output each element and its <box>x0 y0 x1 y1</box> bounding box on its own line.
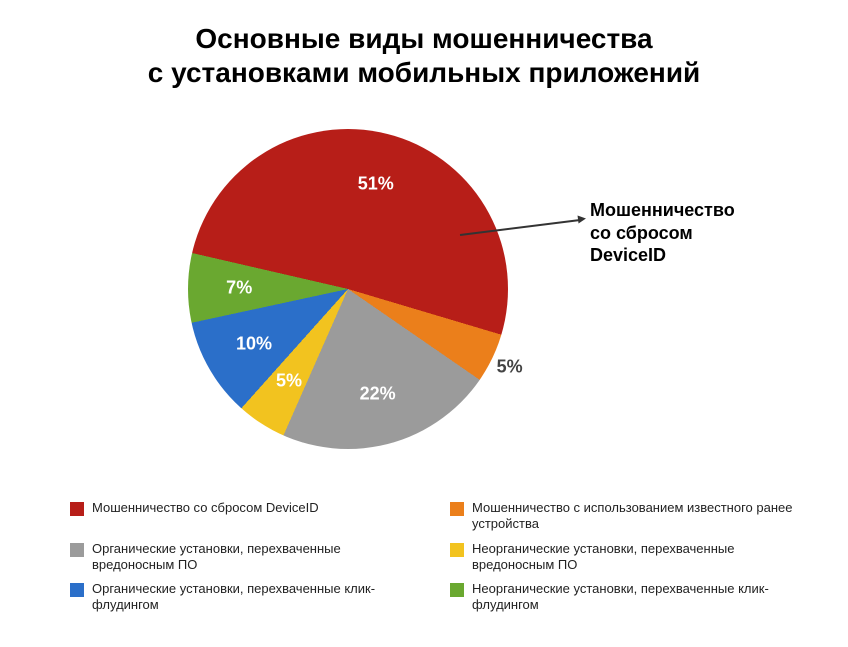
callout-text: Мошенничествосо сбросомDeviceID <box>590 199 735 267</box>
legend-item-4: Органические установки, перехваченные кл… <box>70 581 420 614</box>
slice-pct-3: 5% <box>276 370 302 391</box>
callout-l3: DeviceID <box>590 244 735 267</box>
slice-pct-5: 7% <box>226 278 252 299</box>
legend-label-0: Мошенничество со сбросом DeviceID <box>92 500 319 516</box>
legend-label-1: Мошенничество с использованием известног… <box>472 500 800 533</box>
legend-label-4: Органические установки, перехваченные кл… <box>92 581 420 614</box>
slice-pct-2: 22% <box>360 383 396 404</box>
chart-title: Основные виды мошенничества с установкам… <box>0 0 848 89</box>
chart-title-line1: Основные виды мошенничества <box>0 22 848 56</box>
legend-swatch-0 <box>70 502 84 516</box>
slice-pct-4: 10% <box>236 333 272 354</box>
callout-l1: Мошенничество <box>590 199 735 222</box>
legend-label-3: Неорганические установки, перехваченные … <box>472 541 800 574</box>
slice-pct-0: 51% <box>358 173 394 194</box>
legend-swatch-3 <box>450 543 464 557</box>
legend: Мошенничество со сбросом DeviceID Мошенни… <box>70 500 800 614</box>
legend-swatch-2 <box>70 543 84 557</box>
legend-label-5: Неорганические установки, перехваченные … <box>472 581 800 614</box>
pie-chart: 51%5%22%5%10%7%Мошенничествосо сбросомDe… <box>0 89 848 489</box>
legend-swatch-1 <box>450 502 464 516</box>
chart-title-line2: с установками мобильных приложений <box>0 56 848 90</box>
legend-item-0: Мошенничество со сбросом DeviceID <box>70 500 420 533</box>
callout-arrowhead <box>578 215 587 224</box>
legend-item-1: Мошенничество с использованием известног… <box>450 500 800 533</box>
legend-item-2: Органические установки, перехваченные вр… <box>70 541 420 574</box>
legend-label-2: Органические установки, перехваченные вр… <box>92 541 420 574</box>
callout-l2: со сбросом <box>590 222 735 245</box>
slice-pct-1: 5% <box>497 356 523 377</box>
legend-swatch-4 <box>70 583 84 597</box>
legend-swatch-5 <box>450 583 464 597</box>
legend-item-5: Неорганические установки, перехваченные … <box>450 581 800 614</box>
legend-item-3: Неорганические установки, перехваченные … <box>450 541 800 574</box>
